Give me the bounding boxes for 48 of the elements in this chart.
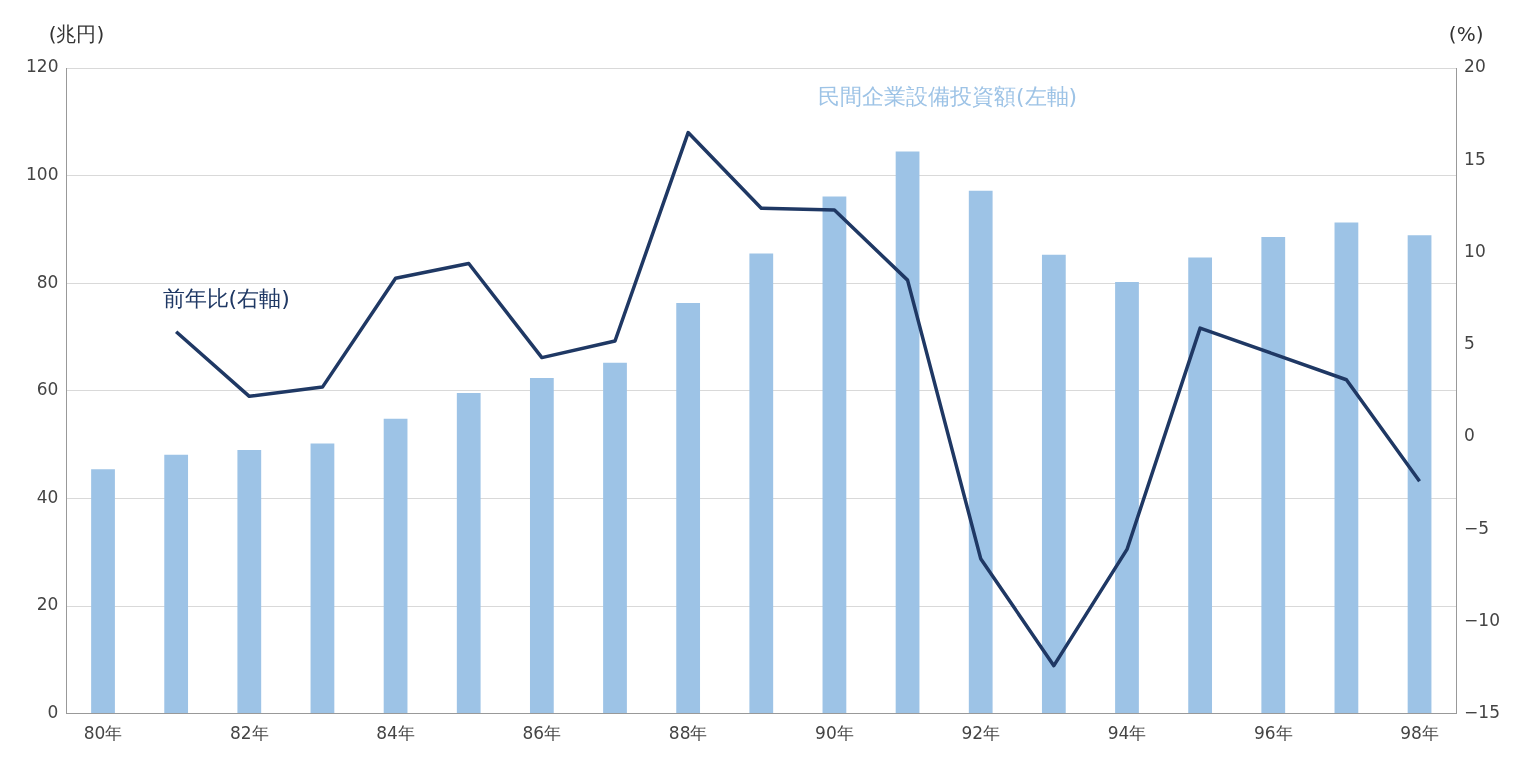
x-tick-label: 90年 (815, 723, 854, 744)
text: 民間企業設備投資額(左軸) (817, 83, 1078, 109)
bar (1041, 254, 1066, 714)
y2-tick-label: 5 (1464, 333, 1475, 354)
bar (822, 196, 847, 714)
x-tick-label: 84年 (376, 723, 415, 744)
y-tick-label: 40 (36, 486, 59, 507)
bar (1115, 282, 1139, 714)
y-tick-label: 100 (25, 164, 59, 185)
y-tick-label: 80 (36, 271, 59, 292)
bar (895, 151, 920, 714)
bar (676, 303, 701, 714)
y2-tick-label: −5 (1464, 517, 1490, 538)
bar (968, 190, 993, 714)
bar (164, 454, 189, 714)
bar (603, 362, 627, 714)
bar (529, 377, 554, 714)
bar (749, 253, 774, 714)
bar (456, 392, 481, 714)
bar (310, 443, 335, 714)
y2-tick-label: 10 (1464, 240, 1486, 261)
bar (91, 469, 115, 714)
y2-tick-label: 20 (1464, 56, 1486, 77)
x-tick-label: 98年 (1400, 723, 1439, 744)
bar (1334, 222, 1359, 714)
y2-tick-label: −10 (1464, 609, 1501, 630)
bar (1261, 236, 1286, 714)
x-tick-label: 86年 (522, 723, 562, 744)
x-tick-label: 82年 (229, 723, 269, 744)
bar (1188, 257, 1213, 714)
x-tick-label: 92年 (961, 723, 1001, 744)
y-axis-title: (兆円) (48, 22, 105, 47)
x-tick-label: 88年 (668, 723, 708, 744)
y2-tick-label: 15 (1464, 148, 1486, 169)
bar (1407, 235, 1432, 714)
bar (383, 418, 408, 714)
x-tick-label: 94年 (1107, 723, 1147, 744)
y-tick-label: 120 (25, 56, 59, 77)
y-tick-label: 60 (36, 379, 59, 400)
y2-axis-title: (%) (1448, 22, 1484, 47)
x-tick-label: 80年 (83, 723, 123, 744)
y-tick-label: 0 (47, 702, 59, 723)
bar (237, 449, 262, 714)
x-tick-label: 96年 (1253, 723, 1293, 744)
y2-tick-label: 0 (1464, 425, 1475, 446)
y2-tick-label: −15 (1464, 702, 1501, 723)
series-label: 前年比(右軸) (162, 286, 290, 312)
y-tick-label: 20 (36, 594, 59, 615)
